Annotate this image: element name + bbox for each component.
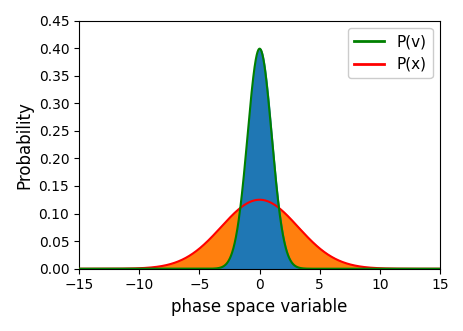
X-axis label: phase space variable: phase space variable (171, 298, 347, 316)
Legend: P(v), P(x): P(v), P(x) (347, 28, 432, 78)
Y-axis label: Probability: Probability (15, 101, 33, 189)
